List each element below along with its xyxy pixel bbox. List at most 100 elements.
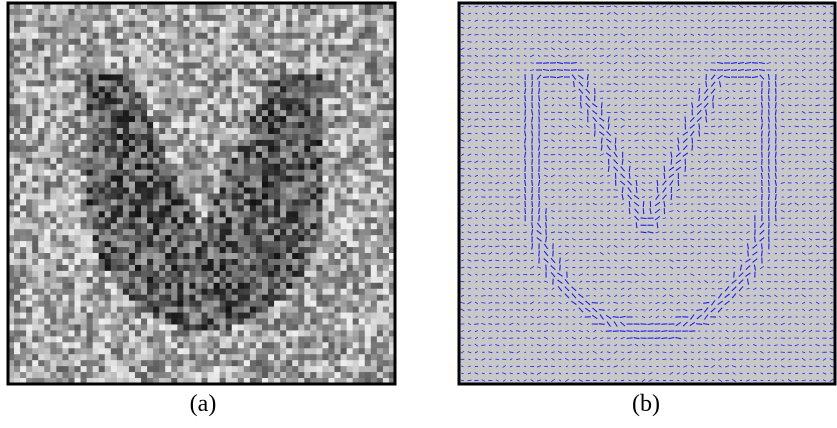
pixel [26, 110, 32, 116]
pixel [226, 98, 232, 104]
pixel [44, 51, 50, 57]
pixel [286, 128, 292, 134]
pixel [171, 63, 177, 69]
pixel [377, 74, 383, 80]
pixel [99, 253, 105, 259]
pixel [135, 259, 141, 265]
pixel [280, 164, 286, 170]
pixel [371, 33, 377, 39]
pixel [183, 110, 189, 116]
pixel [214, 122, 220, 128]
pixel [105, 51, 111, 57]
pixel [359, 289, 365, 295]
pixel [250, 295, 256, 301]
pixel [238, 295, 244, 301]
pixel [280, 9, 286, 15]
pixel [298, 360, 304, 366]
pixel [153, 140, 159, 146]
pixel [117, 223, 123, 229]
pixel [298, 152, 304, 158]
pixel [304, 336, 310, 342]
pixel [159, 229, 165, 235]
pixel [341, 336, 347, 342]
pixel [62, 223, 68, 229]
pixel [165, 205, 171, 211]
pixel [226, 39, 232, 45]
pixel [298, 170, 304, 176]
pixel [177, 259, 183, 265]
pixel [220, 9, 226, 15]
pixel [377, 110, 383, 116]
pixel [153, 259, 159, 265]
pixel [214, 57, 220, 63]
pixel [226, 265, 232, 271]
pixel [14, 182, 20, 188]
pixel [238, 63, 244, 69]
pixel [111, 247, 117, 253]
pixel [268, 330, 274, 336]
pixel [153, 324, 159, 330]
pixel [20, 247, 26, 253]
pixel [111, 205, 117, 211]
pixel [292, 366, 298, 372]
pixel [147, 253, 153, 259]
pixel [141, 182, 147, 188]
pixel [171, 74, 177, 80]
pixel [123, 259, 129, 265]
pixel [93, 170, 99, 176]
pixel [153, 80, 159, 86]
pixel [274, 80, 280, 86]
pixel [26, 86, 32, 92]
pixel [304, 217, 310, 223]
pixel [177, 110, 183, 116]
pixel [286, 63, 292, 69]
pixel [75, 104, 81, 110]
pixel [383, 194, 389, 200]
pixel [262, 98, 268, 104]
pixel [153, 307, 159, 313]
pixel [56, 199, 62, 205]
pixel [81, 45, 87, 51]
pixel [341, 176, 347, 182]
pixel [250, 324, 256, 330]
pixel [341, 229, 347, 235]
pixel [147, 182, 153, 188]
pixel [353, 217, 359, 223]
pixel [310, 33, 316, 39]
pixel [56, 188, 62, 194]
pixel [111, 342, 117, 348]
pixel [322, 324, 328, 330]
pixel [232, 176, 238, 182]
pixel [328, 324, 334, 330]
pixel [50, 9, 56, 15]
pixel [208, 39, 214, 45]
pixel [335, 63, 341, 69]
pixel [14, 241, 20, 247]
pixel [292, 217, 298, 223]
pixel [292, 211, 298, 217]
pixel [292, 15, 298, 21]
pixel [153, 235, 159, 241]
pixel [244, 205, 250, 211]
pixel [177, 15, 183, 21]
pixel [38, 194, 44, 200]
pixel [183, 68, 189, 74]
pixel [93, 80, 99, 86]
pixel [123, 122, 129, 128]
pixel [365, 176, 371, 182]
pixel [38, 307, 44, 313]
pixel [117, 313, 123, 319]
pixel [32, 51, 38, 57]
pixel [147, 360, 153, 366]
pixel [44, 229, 50, 235]
pixel [183, 342, 189, 348]
pixel [93, 158, 99, 164]
pixel [250, 27, 256, 33]
pixel [147, 164, 153, 170]
pixel [123, 217, 129, 223]
pixel [335, 98, 341, 104]
pixel [377, 194, 383, 200]
pixel [310, 360, 316, 366]
pixel [195, 146, 201, 152]
pixel [171, 33, 177, 39]
